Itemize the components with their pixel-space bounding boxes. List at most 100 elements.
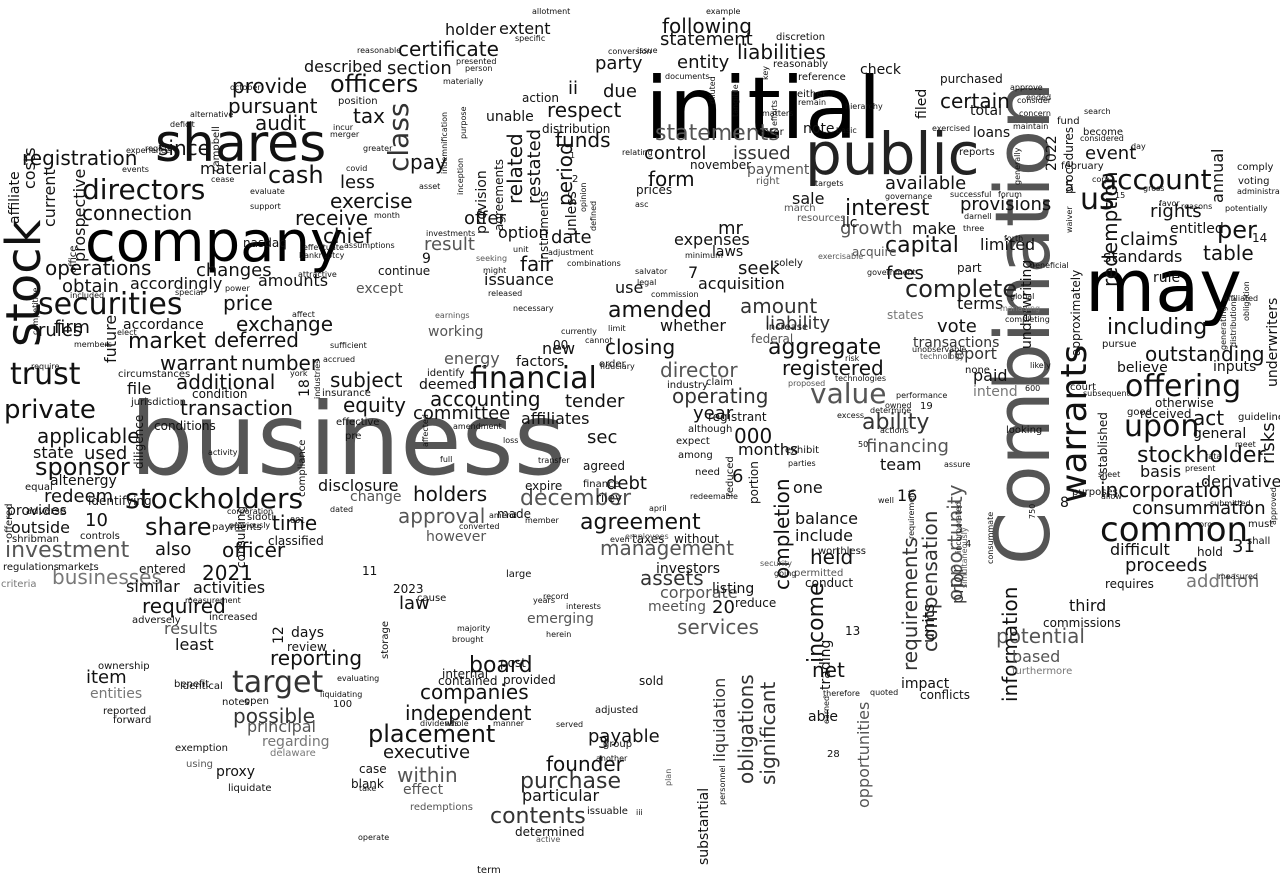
cloud-word: table <box>1203 241 1254 265</box>
cloud-word: effectuate <box>303 243 344 252</box>
cloud-word: 600 <box>1025 384 1041 393</box>
cloud-word: nasdaq <box>243 236 287 250</box>
cloud-word: forth <box>1004 234 1024 243</box>
cloud-word: pursuant <box>228 94 318 118</box>
cloud-word: reported <box>103 706 147 717</box>
cloud-word: claims <box>1120 229 1178 250</box>
cloud-word: interest <box>845 196 930 221</box>
cloud-word: amended <box>608 298 712 323</box>
cloud-word: aggregate <box>768 335 882 360</box>
cloud-word: transfer <box>538 456 570 465</box>
cloud-word: control <box>644 143 707 164</box>
cloud-word: security <box>760 559 792 568</box>
cloud-word: 14 <box>1252 231 1268 245</box>
cloud-word: allow <box>1101 492 1122 501</box>
cloud-word: issuance <box>484 270 554 289</box>
cloud-word: insurance <box>322 388 371 399</box>
cloud-word: 15 <box>1115 191 1126 200</box>
cloud-word: regarding <box>262 734 330 750</box>
cloud-word: resources <box>797 213 846 224</box>
cloud-word: finance <box>583 479 620 490</box>
cloud-word: measurement <box>185 596 241 605</box>
cloud-word: 11 <box>362 564 378 578</box>
cloud-word: increased <box>209 612 258 623</box>
cloud-word: changes <box>196 260 272 281</box>
cloud-word: diligence <box>132 415 146 470</box>
cloud-word: vote <box>937 316 977 337</box>
cloud-word: used <box>84 443 128 464</box>
cloud-word: position <box>338 96 378 107</box>
cloud-word: closing <box>605 335 676 359</box>
cloud-word: financing <box>866 436 949 457</box>
cloud-word: agreed <box>583 459 626 473</box>
cloud-word: corporation <box>227 507 274 516</box>
cloud-word: adversely <box>132 615 181 626</box>
cloud-word: discretion <box>776 32 826 43</box>
cloud-word: least <box>175 635 214 654</box>
cloud-word: 9 <box>422 251 431 267</box>
cloud-word: time <box>272 511 318 535</box>
cloud-word: holder <box>445 20 496 39</box>
cloud-word: listing <box>712 581 755 597</box>
cloud-word: action <box>522 91 559 105</box>
cloud-word: whole <box>445 719 469 728</box>
cloud-word: liquidation <box>710 677 729 762</box>
cloud-word: bankruptcy <box>299 251 345 260</box>
cloud-word: potential <box>996 624 1085 648</box>
cloud-word: holders <box>413 482 488 506</box>
cloud-word: notes <box>222 697 250 708</box>
cloud-word: internal <box>442 667 489 681</box>
cloud-word: energy <box>444 349 500 368</box>
cloud-word: exchange <box>236 312 334 336</box>
cloud-word: global <box>1010 292 1035 301</box>
cloud-word: asc <box>635 200 649 209</box>
cloud-word: redeemable <box>690 492 738 501</box>
cloud-word: reasonably <box>773 59 829 70</box>
cloud-word: equity <box>343 393 406 417</box>
cloud-word: post <box>500 656 526 670</box>
cloud-word: 2023 <box>393 582 424 596</box>
cloud-word: ended <box>1026 93 1052 102</box>
cloud-word: considered <box>1080 134 1124 143</box>
cloud-word: form <box>648 167 695 191</box>
cloud-word: shall <box>1247 536 1271 547</box>
cloud-word: guidelines <box>1238 412 1280 423</box>
cloud-word: services <box>677 615 760 639</box>
cloud-word: paid <box>973 366 1008 385</box>
cloud-word: third <box>1069 596 1107 615</box>
cloud-word: affiliate <box>7 171 23 225</box>
cloud-word: previously <box>229 521 271 530</box>
cloud-word: 10 <box>85 510 108 531</box>
cloud-word: waiver <box>1065 206 1074 234</box>
cloud-word: liability <box>765 313 831 334</box>
cloud-word: able <box>808 709 838 725</box>
cloud-word: accrued <box>323 355 356 364</box>
cloud-word: approved <box>1269 487 1278 526</box>
cloud-word: voting <box>1238 176 1270 187</box>
cloud-word: salvator <box>635 267 668 276</box>
cloud-word: evaluate <box>250 187 285 196</box>
cloud-word: issued <box>733 143 791 164</box>
cloud-word: consummation <box>1132 498 1266 519</box>
cloud-word: plan <box>664 768 673 786</box>
cloud-word: statements <box>655 121 780 146</box>
cloud-word: forum <box>998 190 1022 199</box>
cloud-word: key <box>761 66 770 81</box>
cloud-word: order <box>599 359 626 370</box>
cloud-word: record <box>543 592 569 601</box>
cloud-word: term <box>477 865 501 876</box>
cloud-word: growth <box>840 218 903 239</box>
cloud-word: government <box>867 268 916 277</box>
cloud-word: party <box>595 53 643 74</box>
cloud-word: purpose <box>459 106 468 139</box>
cloud-word: unless <box>564 191 580 237</box>
cloud-word: option <box>498 223 549 242</box>
cloud-word: 7 <box>688 263 699 282</box>
cloud-word: financial <box>470 361 597 396</box>
cloud-word: except <box>356 281 404 297</box>
cloud-word: result <box>424 234 475 255</box>
cloud-word: effect <box>403 782 444 798</box>
cloud-word: commissions <box>1043 616 1121 630</box>
cloud-word: remain <box>798 98 827 107</box>
cloud-word: opportunities <box>854 702 873 809</box>
